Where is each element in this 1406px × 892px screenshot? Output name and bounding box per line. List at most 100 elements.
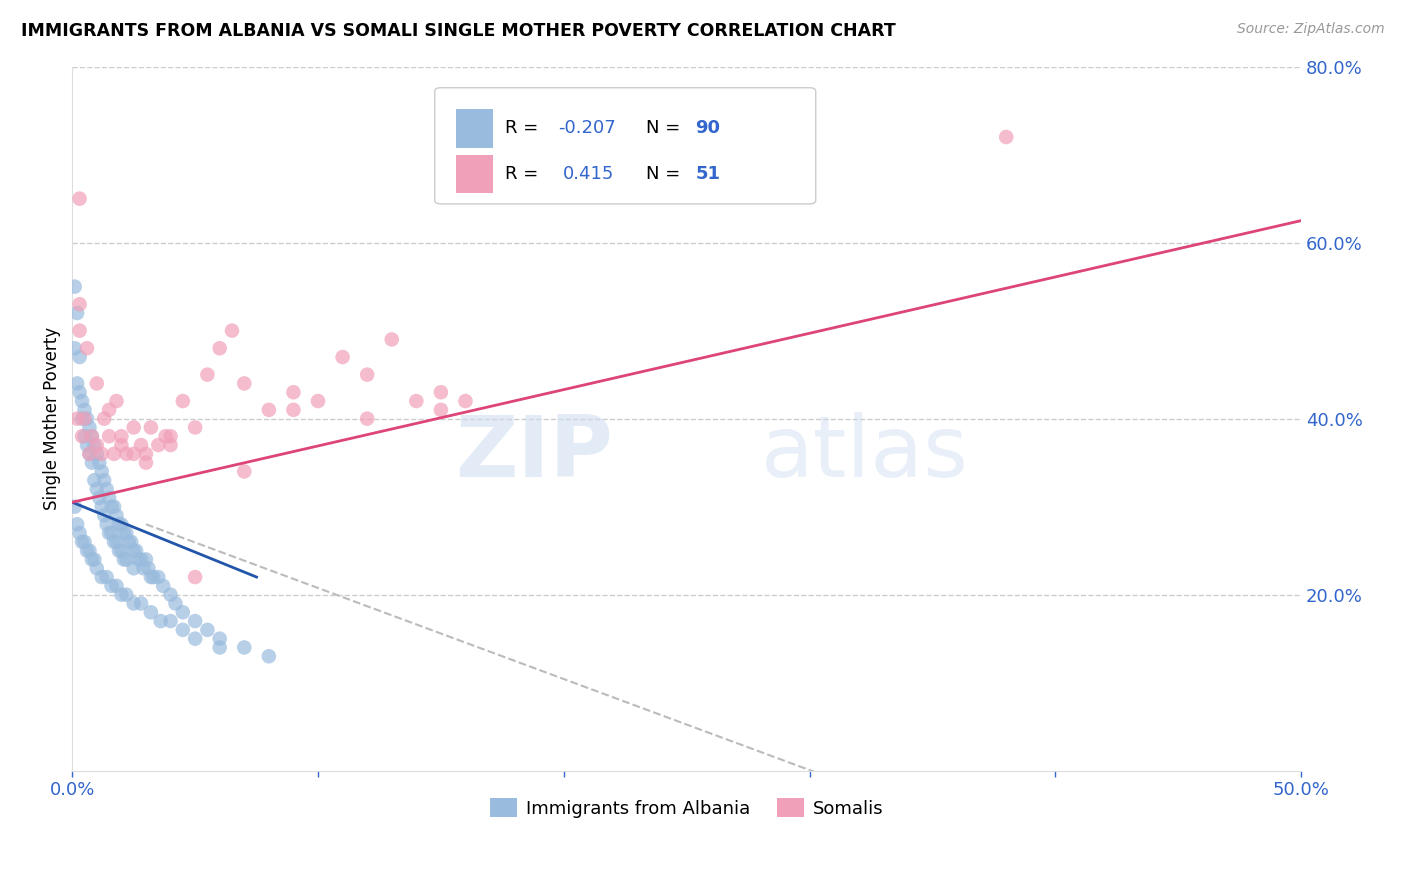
- Point: [139, 570, 162, 584]
- Point: [86, 376, 108, 391]
- Point: [66, 411, 89, 425]
- Point: [79, 447, 101, 461]
- Point: [184, 420, 207, 434]
- Point: [83, 552, 105, 566]
- Point: [86, 447, 108, 461]
- Point: [155, 429, 177, 443]
- Legend: Immigrants from Albania, Somalis: Immigrants from Albania, Somalis: [482, 791, 891, 825]
- Point: [63, 500, 86, 514]
- Point: [184, 632, 207, 646]
- Point: [66, 306, 89, 320]
- Point: [110, 438, 132, 452]
- Point: [257, 649, 280, 664]
- Point: [76, 341, 98, 355]
- Point: [79, 543, 101, 558]
- Text: R =: R =: [505, 119, 544, 136]
- Point: [172, 394, 194, 409]
- Point: [120, 534, 142, 549]
- Point: [110, 429, 132, 443]
- Point: [86, 561, 108, 575]
- Point: [135, 447, 157, 461]
- Point: [381, 333, 404, 347]
- Point: [454, 394, 477, 409]
- Text: 0.415: 0.415: [562, 165, 614, 183]
- Point: [430, 402, 453, 417]
- Text: atlas: atlas: [761, 412, 969, 495]
- Point: [103, 447, 125, 461]
- Point: [70, 534, 93, 549]
- Point: [108, 517, 131, 532]
- Text: IMMIGRANTS FROM ALBANIA VS SOMALI SINGLE MOTHER POVERTY CORRELATION CHART: IMMIGRANTS FROM ALBANIA VS SOMALI SINGLE…: [21, 22, 896, 40]
- Point: [96, 482, 118, 496]
- Point: [69, 297, 91, 311]
- Point: [98, 526, 121, 541]
- Point: [122, 447, 145, 461]
- Point: [93, 508, 115, 523]
- Point: [129, 438, 152, 452]
- Point: [100, 579, 122, 593]
- Point: [122, 543, 145, 558]
- Point: [76, 438, 98, 452]
- Point: [995, 130, 1018, 145]
- Point: [100, 526, 122, 541]
- Point: [110, 543, 132, 558]
- Point: [105, 579, 128, 593]
- Text: -0.207: -0.207: [558, 119, 616, 136]
- Point: [93, 411, 115, 425]
- Point: [105, 508, 128, 523]
- Point: [135, 552, 157, 566]
- Point: [208, 341, 231, 355]
- Point: [70, 411, 93, 425]
- Point: [76, 411, 98, 425]
- Point: [135, 456, 157, 470]
- Point: [115, 552, 138, 566]
- Y-axis label: Single Mother Poverty: Single Mother Poverty: [44, 327, 60, 510]
- Point: [208, 632, 231, 646]
- Point: [80, 552, 103, 566]
- Point: [98, 402, 121, 417]
- Point: [90, 465, 112, 479]
- Point: [128, 552, 150, 566]
- Point: [159, 438, 181, 452]
- Point: [90, 570, 112, 584]
- Point: [233, 465, 256, 479]
- Point: [69, 324, 91, 338]
- Point: [103, 500, 125, 514]
- Point: [138, 561, 160, 575]
- Point: [197, 368, 219, 382]
- Point: [63, 341, 86, 355]
- Point: [165, 597, 187, 611]
- Point: [73, 534, 96, 549]
- Point: [122, 597, 145, 611]
- Text: 90: 90: [696, 119, 720, 136]
- Point: [139, 605, 162, 619]
- Point: [148, 570, 170, 584]
- Point: [307, 394, 329, 409]
- Point: [86, 438, 108, 452]
- Text: 51: 51: [696, 165, 720, 183]
- Point: [69, 385, 91, 400]
- Point: [149, 614, 172, 628]
- FancyBboxPatch shape: [456, 154, 492, 194]
- Point: [96, 517, 118, 532]
- Point: [233, 376, 256, 391]
- Point: [69, 526, 91, 541]
- Point: [110, 517, 132, 532]
- Point: [208, 640, 231, 655]
- Point: [89, 456, 111, 470]
- Point: [332, 350, 354, 364]
- Point: [115, 447, 138, 461]
- Point: [356, 368, 378, 382]
- Point: [96, 570, 118, 584]
- Point: [69, 192, 91, 206]
- Point: [80, 429, 103, 443]
- Point: [129, 597, 152, 611]
- Text: N =: N =: [647, 119, 686, 136]
- Point: [152, 579, 174, 593]
- Point: [172, 605, 194, 619]
- Point: [112, 552, 135, 566]
- Point: [283, 385, 305, 400]
- Point: [125, 543, 148, 558]
- Point: [70, 394, 93, 409]
- Point: [122, 561, 145, 575]
